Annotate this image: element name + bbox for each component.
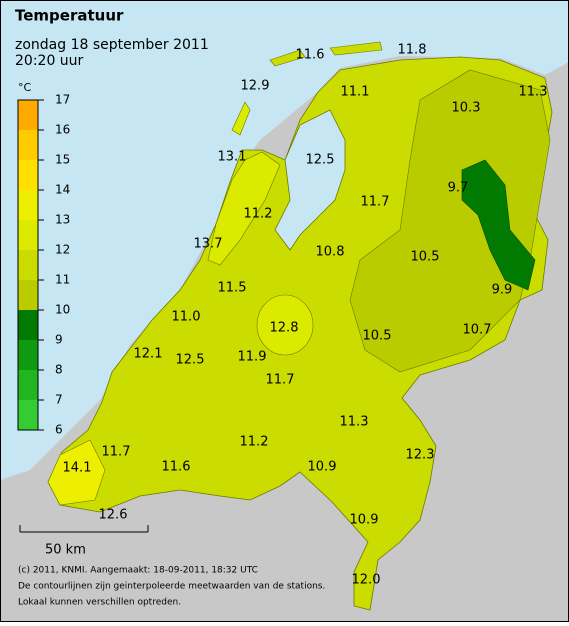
- sea: [0, 0, 569, 480]
- legend-tick-label: 8: [55, 363, 63, 377]
- station-value: 11.6: [162, 460, 191, 475]
- legend-band: [18, 130, 38, 160]
- legend-tick-label: 7: [55, 393, 63, 407]
- zone-13-14: [47, 439, 106, 506]
- legend-tick-label: 12: [55, 243, 70, 257]
- station-value: 11.6: [296, 48, 325, 63]
- legend-tick-label: 16: [55, 123, 70, 137]
- zone-12-13: [207, 151, 281, 266]
- station-value: 10.9: [350, 513, 379, 528]
- legend-tick-label: 6: [55, 423, 63, 437]
- station-value: 9.9: [492, 283, 513, 298]
- station-value: 11.2: [244, 207, 273, 222]
- zone-9-10: [461, 159, 536, 291]
- legend-tick-label: 9: [55, 333, 63, 347]
- station-value: 12.1: [134, 347, 163, 362]
- station-value: 12.8: [270, 321, 299, 336]
- station-value: 11.2: [240, 435, 269, 450]
- footer-line: (c) 2011, KNMI. Aangemaakt: 18-09-2011, …: [18, 566, 258, 576]
- island: [231, 101, 251, 136]
- zone-12-13: [256, 294, 314, 356]
- legend-tick-label: 17: [55, 93, 70, 107]
- ijsselmeer: [274, 109, 346, 251]
- legend-unit: °C: [18, 81, 32, 94]
- station-value: 10.5: [363, 329, 392, 344]
- footer-line: De contourlijnen zijn geinterpoleerde me…: [18, 582, 325, 592]
- legend-band: [18, 190, 38, 220]
- legend-band: [18, 310, 38, 340]
- station-value: 11.7: [102, 445, 131, 460]
- legend-band: [18, 370, 38, 400]
- station-value: 12.5: [306, 153, 335, 168]
- stations: 11.6 11.8 12.9 11.1 10.3 11.3 13.1 12.5 9.7 11.2 1…: [63, 43, 548, 588]
- station-value: 10.5: [411, 250, 440, 265]
- legend: 6 7 8 9 10 11 12 13 14 15 16 17: [17, 93, 70, 437]
- scale-label: 50 km: [45, 543, 86, 558]
- station-value: 13.7: [194, 237, 223, 252]
- subtitle: zondag 18 september 2011: [15, 37, 209, 53]
- title: Temperatuur: [15, 7, 124, 25]
- legend-tick-label: 15: [55, 153, 70, 167]
- legend-band: [18, 160, 38, 190]
- station-value: 12.5: [176, 353, 205, 368]
- station-value: 12.3: [406, 448, 435, 463]
- legend-band: [18, 400, 38, 430]
- legend-tick-label: 14: [55, 183, 70, 197]
- legend-band: [18, 100, 38, 130]
- station-value: 11.1: [341, 85, 370, 100]
- station-value: 11.0: [172, 310, 201, 325]
- station-value: 11.9: [238, 350, 267, 365]
- station-value: 10.7: [463, 323, 492, 338]
- footer-line: Lokaal kunnen verschillen optreden.: [18, 598, 181, 608]
- island: [329, 41, 383, 56]
- station-value: 13.1: [218, 150, 247, 165]
- legend-band: [18, 280, 38, 310]
- station-value: 10.3: [452, 101, 481, 116]
- station-value: 11.3: [340, 415, 369, 430]
- station-value: 9.7: [448, 181, 469, 196]
- legend-band: [18, 250, 38, 280]
- legend-band: [18, 340, 38, 370]
- station-value: 11.7: [266, 373, 295, 388]
- legend-frame: [17, 99, 39, 431]
- station-value: 12.9: [241, 79, 270, 94]
- station-value: 11.7: [361, 195, 390, 210]
- island: [269, 49, 306, 67]
- station-value: 11.3: [519, 85, 548, 100]
- station-value: 14.1: [63, 461, 92, 476]
- legend-tick-label: 13: [55, 213, 70, 227]
- zone-10-11: [349, 69, 551, 373]
- station-value: 11.8: [398, 43, 427, 58]
- station-value: 10.9: [308, 460, 337, 475]
- station-value: 12.0: [352, 573, 381, 588]
- legend-tick-label: 10: [55, 303, 70, 317]
- legend-tick-label: 11: [55, 273, 70, 287]
- time: 20:20 uur: [15, 53, 84, 69]
- station-value: 10.8: [316, 245, 345, 260]
- station-value: 11.5: [218, 281, 247, 296]
- station-value: 12.6: [99, 508, 128, 523]
- legend-band: [18, 220, 38, 250]
